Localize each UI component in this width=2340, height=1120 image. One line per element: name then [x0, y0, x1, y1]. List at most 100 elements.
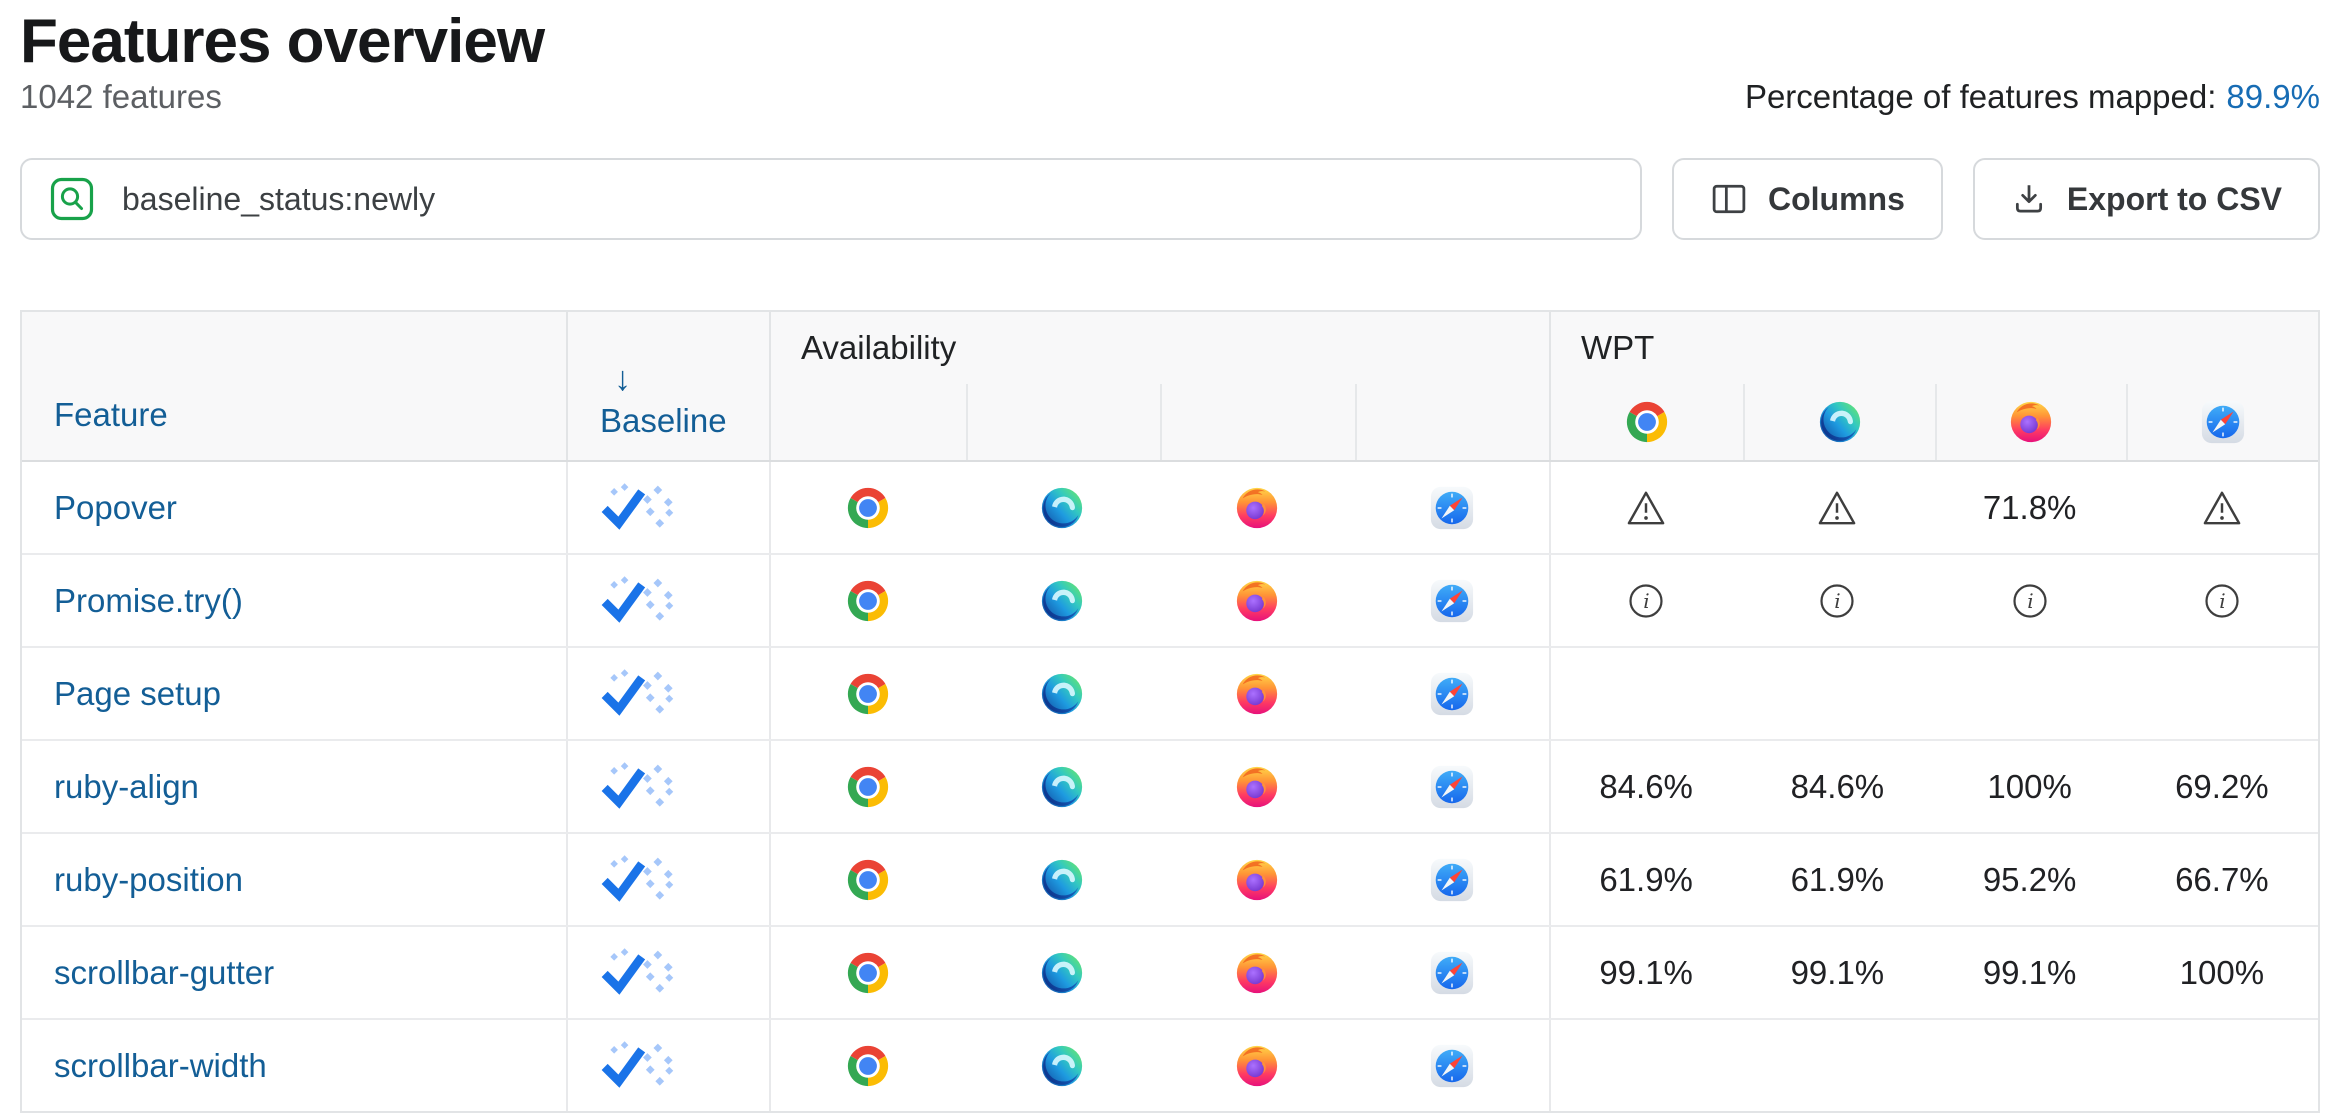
firefox-icon	[1236, 1045, 1277, 1086]
warning-icon[interactable]	[1625, 489, 1667, 527]
export-csv-button[interactable]: Export to CSV	[1972, 158, 2320, 240]
wpt-score: 100%	[1987, 767, 2072, 805]
baseline-newly-icon	[598, 761, 674, 813]
baseline-cell	[566, 648, 769, 739]
wpt-cell-edge	[1741, 648, 1933, 739]
availability-cell	[1159, 1020, 1354, 1111]
availability-cell	[1354, 834, 1549, 925]
baseline-newly-icon	[601, 761, 674, 809]
info-icon[interactable]: i	[1626, 581, 1666, 621]
availability-cell	[1159, 648, 1354, 739]
availability-cell	[1354, 927, 1549, 1018]
wpt-cell-edge: i	[1741, 555, 1933, 646]
baseline-newly-icon	[598, 482, 674, 534]
baseline-cell	[566, 927, 769, 1018]
mapped-stat: Percentage of features mapped: 89.9%	[1745, 78, 2320, 116]
wpt-score: 99.1%	[1982, 953, 2077, 991]
availability-subheader-cell	[1354, 384, 1550, 460]
baseline-column-header[interactable]: ↓ Baseline	[566, 312, 769, 460]
availability-cell	[964, 648, 1159, 739]
columns-button-label: Columns	[1767, 180, 1905, 217]
table-row: Page setup	[22, 646, 2318, 739]
availability-cell	[1159, 462, 1354, 553]
wpt-cell-edge	[1741, 462, 1933, 553]
safari-icon	[1430, 486, 1473, 529]
feature-link[interactable]: Page setup	[54, 674, 221, 712]
baseline-cell	[566, 462, 769, 553]
warning-icon[interactable]	[1816, 489, 1858, 527]
edge-icon	[1039, 578, 1085, 624]
warning-icon[interactable]	[2201, 489, 2243, 527]
columns-button[interactable]: Columns	[1671, 158, 1943, 240]
search-box[interactable]	[20, 158, 1642, 240]
baseline-newly-icon	[598, 1040, 674, 1092]
feature-link[interactable]: scrollbar-gutter	[54, 953, 275, 991]
chrome-icon	[847, 1045, 888, 1086]
feature-column-header[interactable]: Feature	[22, 312, 566, 460]
wpt-cell-firefox	[1934, 1020, 2126, 1111]
safari-icon	[1430, 672, 1473, 715]
availability-cell	[1159, 555, 1354, 646]
baseline-header-link[interactable]: Baseline	[600, 402, 727, 439]
info-icon[interactable]: i	[2202, 581, 2242, 621]
info-icon: i	[1629, 583, 1663, 618]
baseline-newly-icon	[598, 668, 674, 720]
info-icon[interactable]: i	[2010, 581, 2050, 621]
safari-icon	[1430, 765, 1473, 808]
wpt-subheader-cell	[1934, 384, 2127, 460]
table-row: ruby-align	[22, 739, 2318, 832]
feature-link[interactable]: Popover	[54, 488, 177, 526]
feature-link[interactable]: ruby-align	[54, 767, 199, 805]
availability-cell	[964, 741, 1159, 832]
mapped-percentage-link[interactable]: 89.9%	[2226, 78, 2320, 115]
feature-link[interactable]: scrollbar-width	[54, 1046, 267, 1084]
edge-icon	[1039, 950, 1085, 996]
page-header: Features overview 1042 features Percenta…	[0, 0, 2340, 122]
wpt-subheader-cell	[2126, 384, 2318, 460]
chrome-icon	[845, 485, 891, 531]
wpt-cell-edge: 99.1%	[1741, 927, 1933, 1018]
firefox-icon	[1234, 578, 1280, 624]
wpt-cell-chrome: i	[1549, 555, 1741, 646]
edge-icon	[1039, 857, 1085, 903]
baseline-cell	[566, 741, 769, 832]
wpt-cell-firefox: 95.2%	[1934, 834, 2126, 925]
table-row: ruby-position	[22, 832, 2318, 925]
edge-icon	[1041, 859, 1082, 900]
feature-cell: Page setup	[22, 648, 566, 739]
availability-cell	[769, 462, 964, 553]
table-row: scrollbar-gutter	[22, 925, 2318, 1018]
edge-icon	[1819, 401, 1860, 443]
wpt-column-group: WPT	[1549, 312, 2318, 460]
search-icon	[50, 177, 94, 221]
wpt-score: 66.7%	[2175, 860, 2269, 898]
search-input[interactable]	[120, 179, 1616, 219]
firefox-icon	[2008, 399, 2054, 445]
feature-link[interactable]: ruby-position	[54, 860, 243, 898]
page-title: Features overview	[20, 7, 545, 76]
feature-header-link[interactable]: Feature	[54, 396, 168, 433]
availability-cell	[964, 927, 1159, 1018]
wpt-cell-safari: 69.2%	[2126, 741, 2318, 832]
feature-cell: Popover	[22, 462, 566, 553]
download-icon	[2011, 181, 2047, 217]
safari-icon	[1430, 951, 1473, 994]
safari-icon	[1429, 671, 1475, 717]
svg-text:i: i	[1835, 589, 1841, 613]
wpt-score: 61.9%	[1599, 860, 1693, 898]
info-icon: i	[1820, 583, 1854, 618]
svg-text:i: i	[2219, 589, 2225, 613]
chrome-icon	[845, 578, 891, 624]
edge-icon	[1039, 764, 1085, 810]
wpt-cell-firefox: 99.1%	[1934, 927, 2126, 1018]
availability-cell	[1159, 741, 1354, 832]
edge-icon	[1041, 952, 1082, 993]
feature-cell: ruby-align	[22, 741, 566, 832]
baseline-newly-icon	[598, 854, 674, 906]
wpt-cell-edge: 84.6%	[1741, 741, 1933, 832]
feature-link[interactable]: Promise.try()	[54, 581, 243, 619]
chrome-icon	[845, 950, 891, 996]
info-icon[interactable]: i	[1817, 581, 1857, 621]
wpt-score: 61.9%	[1790, 860, 1885, 898]
wpt-cell-chrome: 84.6%	[1549, 741, 1741, 832]
